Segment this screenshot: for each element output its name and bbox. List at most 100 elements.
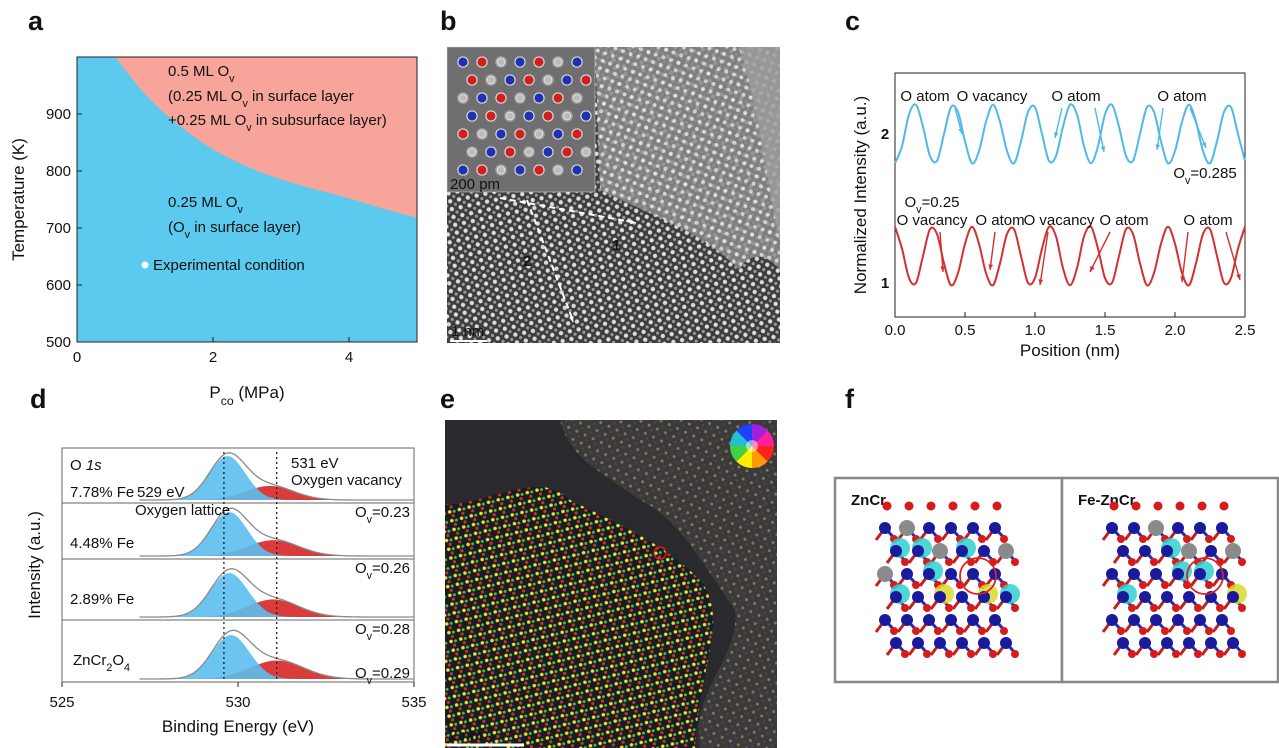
oxygen-atom	[945, 558, 953, 566]
inset-atom	[496, 93, 506, 103]
atom	[956, 591, 968, 603]
inset-atom	[543, 147, 553, 157]
atom	[945, 522, 957, 534]
core-level-label-part: 1s	[86, 457, 102, 474]
atom	[1139, 545, 1151, 557]
inset-atom	[459, 94, 467, 102]
oxygen-atom	[1000, 627, 1008, 635]
oxygen-atom	[971, 502, 980, 511]
region-label-part: v	[237, 204, 243, 216]
region-label-part: 0.25 ML O	[168, 194, 237, 211]
ov-label-part: =0.29	[372, 665, 410, 682]
inset-atom	[516, 94, 524, 102]
atom	[967, 522, 979, 534]
atom	[879, 522, 891, 534]
atom	[1216, 614, 1228, 626]
annotation: O vacancy	[897, 212, 968, 229]
atom	[967, 614, 979, 626]
atom	[890, 545, 902, 557]
ov-label-part: =0.23	[372, 504, 410, 521]
inset-atom	[486, 147, 496, 157]
x-axis-title: Pco (MPa)	[209, 383, 284, 408]
region-label-part: in surface layer	[248, 88, 354, 105]
annotation: O atom	[1099, 212, 1148, 229]
annotation-part: =0.285	[1190, 165, 1236, 182]
ov-label-part: O	[355, 560, 367, 577]
structure-label: ZnCr	[851, 492, 886, 509]
oxygen-atom	[1194, 650, 1202, 658]
oxygen-atom	[912, 581, 920, 589]
inset-scale-bar: 200 pm	[450, 176, 500, 193]
atom	[1181, 543, 1197, 559]
oxygen-atom	[1172, 604, 1180, 612]
inset-atom	[486, 111, 496, 121]
atom	[1216, 522, 1228, 534]
series-label: 2	[881, 126, 889, 143]
component-name: Oxygen lattice	[135, 502, 230, 519]
inset-atom	[572, 165, 582, 175]
x-tick-label: 0.5	[955, 322, 976, 339]
oxygen-atom	[1150, 650, 1158, 658]
oxygen-atom	[1150, 604, 1158, 612]
x-tick-label: 2.0	[1165, 322, 1186, 339]
atom	[1117, 637, 1129, 649]
oxygen-atom	[1216, 604, 1224, 612]
point-label: Experimental condition	[153, 257, 305, 274]
panel-letter: d	[30, 384, 47, 414]
atom	[1150, 568, 1162, 580]
atom	[1194, 614, 1206, 626]
inset-atom	[478, 130, 486, 138]
atom	[1172, 568, 1184, 580]
x-tick-label: 535	[401, 694, 426, 711]
atom	[956, 637, 968, 649]
atom	[1194, 568, 1206, 580]
inset-atom	[506, 112, 514, 120]
atom	[1148, 520, 1164, 536]
region-label-part: (O	[168, 219, 185, 236]
oxygen-atom	[1128, 558, 1136, 566]
atom	[1205, 545, 1217, 557]
inset-atom	[544, 76, 552, 84]
inset-atom	[581, 111, 591, 121]
atom	[1172, 522, 1184, 534]
sample-label-part: 7.78% Fe	[70, 484, 134, 501]
oxygen-atom	[1172, 650, 1180, 658]
oxygen-atom	[1161, 627, 1169, 635]
atom	[934, 637, 946, 649]
series-label: 1	[881, 275, 889, 292]
x-tick-label: 4	[345, 349, 353, 366]
scale-bar: 2 nm	[449, 727, 482, 744]
oxygen-atom	[905, 502, 914, 511]
oxygen-atom	[1117, 535, 1125, 543]
oxygen-atom	[1139, 581, 1147, 589]
annotation-part: =0.25	[922, 194, 960, 211]
color-wheel-center	[746, 440, 758, 452]
atom	[1000, 591, 1012, 603]
atom	[879, 614, 891, 626]
atom	[1161, 591, 1173, 603]
oxygen-atom	[1216, 650, 1224, 658]
component-peak	[99, 635, 363, 679]
inset-atom	[534, 165, 544, 175]
annotation-arrow	[1190, 108, 1206, 148]
ov-label-part: O	[355, 621, 367, 638]
inset-atom	[477, 93, 487, 103]
annotation: O atom	[975, 212, 1024, 229]
ov-label-part: O	[355, 665, 367, 682]
inset-atom	[458, 165, 468, 175]
inset-atom	[554, 166, 562, 174]
annotation: O atom	[900, 88, 949, 105]
ov-label: Ov=0.28	[355, 621, 410, 643]
oxygen-atom	[923, 650, 931, 658]
oxygen-atom	[1110, 502, 1119, 511]
arrow-head	[1236, 274, 1240, 280]
inset-atom	[563, 112, 571, 120]
atom	[989, 522, 1001, 534]
atom	[1139, 591, 1151, 603]
oxygen-atom	[956, 627, 964, 635]
atom	[1227, 591, 1239, 603]
inset-atom	[553, 93, 563, 103]
component-energy: 529 eV	[137, 484, 185, 501]
inset-atom	[497, 58, 505, 66]
region-label-part: v	[229, 73, 235, 85]
